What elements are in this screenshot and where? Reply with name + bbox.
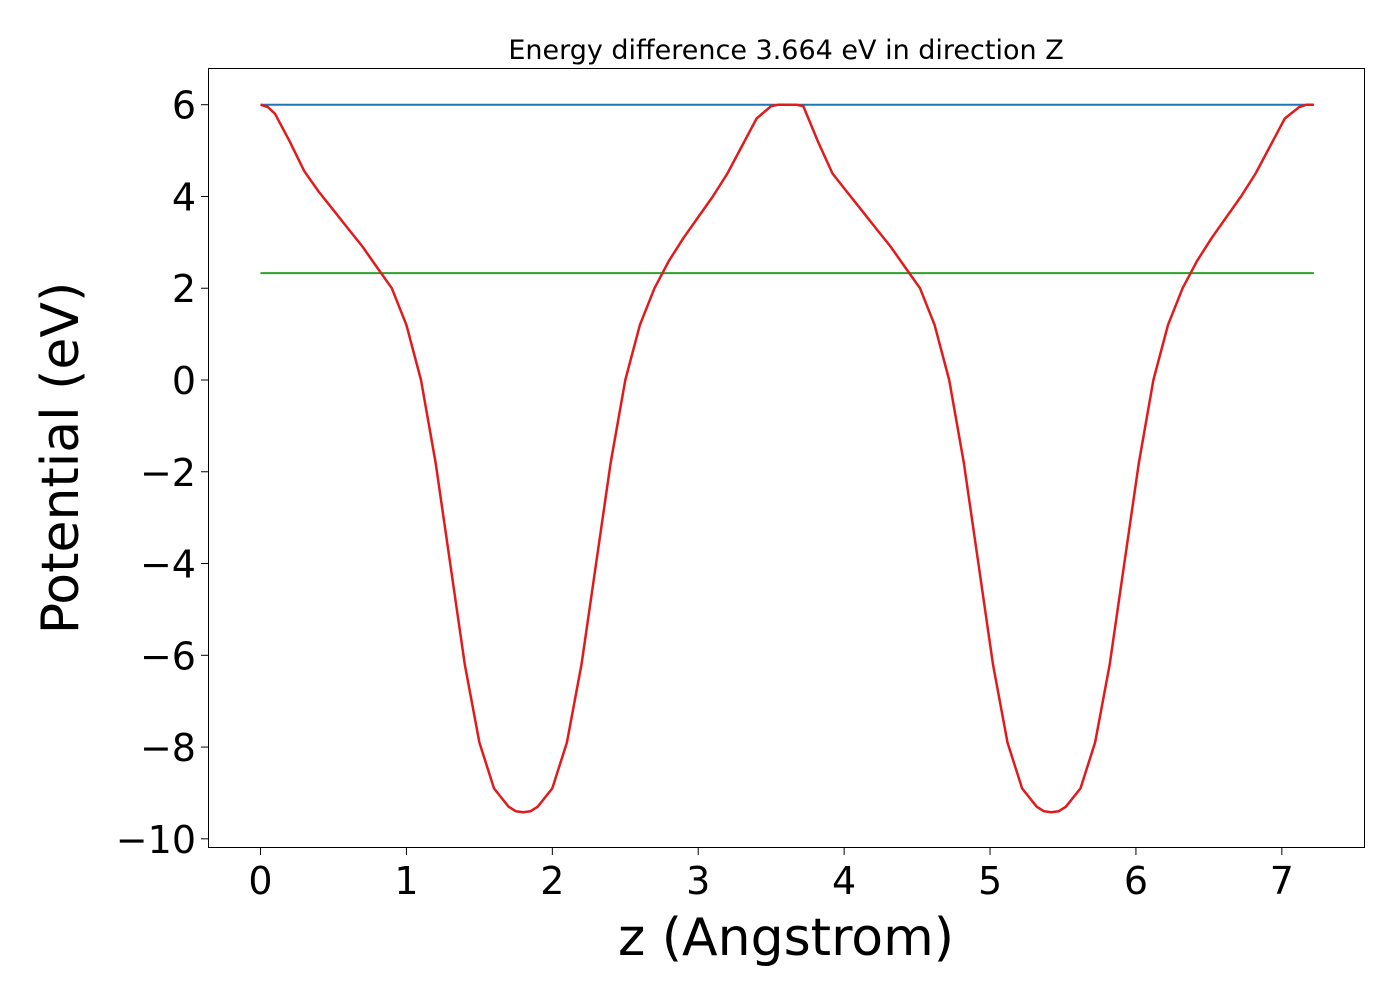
x-tick-label: 0	[248, 859, 272, 903]
y-tick-label: −4	[140, 543, 196, 587]
y-tick-label: 0	[172, 359, 196, 403]
y-tick-label: −8	[140, 726, 196, 770]
y-tick-label: −6	[140, 634, 196, 678]
chart-title: Energy difference 3.664 eV in direction …	[508, 35, 1063, 66]
y-tick-label: −2	[140, 451, 196, 495]
x-tick-label: 1	[394, 859, 418, 903]
y-tick-label: 6	[172, 84, 196, 128]
x-tick-label: 5	[978, 859, 1002, 903]
x-axis: 0 1 2 3 4 5 6 7	[248, 848, 1294, 903]
y-tick-label: 4	[172, 175, 196, 219]
plot-area	[208, 68, 1365, 848]
x-axis-label: z (Angstrom)	[618, 908, 954, 968]
y-tick-label: 2	[172, 267, 196, 311]
y-tick-label: −10	[116, 818, 196, 862]
plot-frame	[208, 68, 1365, 848]
series-layer	[260, 103, 1314, 814]
series-line-3	[260, 103, 1314, 814]
x-tick-label: 7	[1270, 859, 1294, 903]
y-axis: −10 −8 −6 −4 −2 0 2 4 6	[116, 84, 208, 862]
x-tick-label: 2	[540, 859, 564, 903]
x-tick-label: 4	[832, 859, 856, 903]
x-tick-label: 6	[1124, 859, 1148, 903]
x-tick-label: 3	[686, 859, 710, 903]
y-axis-label: Potential (eV)	[31, 282, 91, 634]
